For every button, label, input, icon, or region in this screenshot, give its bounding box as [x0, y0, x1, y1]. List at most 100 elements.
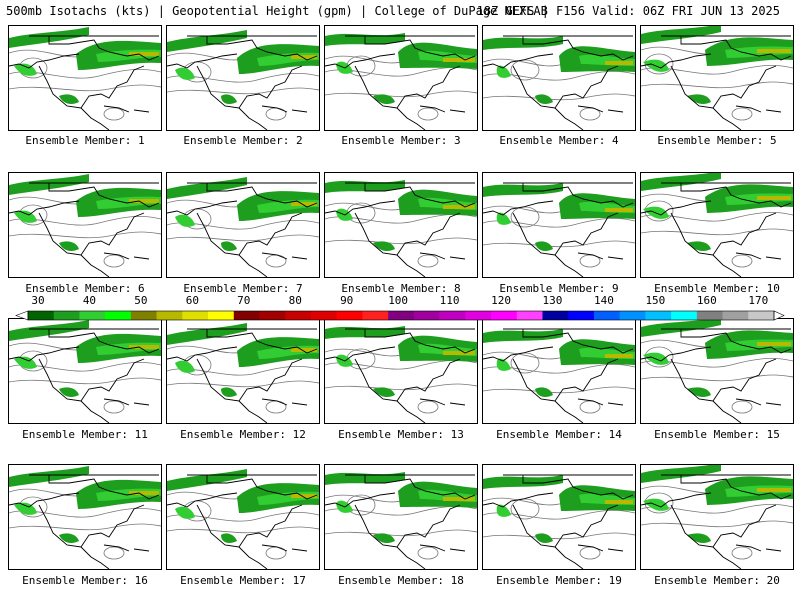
ensemble-member-caption: Ensemble Member: 15 [654, 428, 780, 441]
map-canvas [641, 319, 793, 423]
colorbar-swatch [568, 311, 595, 320]
map-canvas [483, 35, 635, 130]
ensemble-member-caption: Ensemble Member: 4 [499, 134, 619, 147]
colorbar-swatch [491, 311, 518, 320]
coastlines-borders [325, 182, 476, 277]
ensemble-map-panel [166, 464, 320, 570]
jet-streak-fill [167, 30, 319, 104]
colorbar-swatch [105, 311, 132, 320]
colorbar-swatch [645, 311, 672, 320]
colorbar-swatch [28, 311, 55, 320]
colorbar-tick-label: 150 [645, 294, 666, 307]
header-title: 500mb Isotachs (kts) | Geopotential Heig… [6, 4, 548, 18]
coastlines-borders [325, 474, 476, 569]
ensemble-member-caption: Ensemble Member: 18 [338, 574, 464, 587]
colorbar-swatch [516, 311, 543, 320]
coastlines-borders [167, 182, 318, 277]
ensemble-map-panel [324, 172, 478, 278]
ensemble-member-caption: Ensemble Member: 20 [654, 574, 780, 587]
ensemble-map-panel [640, 172, 794, 278]
ensemble-map-panel [324, 464, 478, 570]
ensemble-map-panel [640, 318, 794, 424]
coastlines-borders [167, 474, 318, 569]
map-canvas [167, 30, 319, 130]
colorbar-tick-label: 120 [491, 294, 511, 307]
colorbar-swatch [413, 311, 440, 320]
coastlines-borders [641, 474, 792, 569]
map-canvas [325, 33, 477, 130]
colorbar-tick-label: 110 [439, 294, 460, 307]
colorbar-swatch [722, 311, 749, 320]
map-canvas [167, 469, 319, 569]
map-canvas [641, 173, 793, 277]
map-canvas [9, 320, 161, 423]
map-canvas [641, 465, 793, 569]
chart-header: 500mb Isotachs (kts) | Geopotential Heig… [0, 0, 800, 22]
ensemble-member-caption: Ensemble Member: 10 [654, 282, 780, 295]
ensemble-member-caption: Ensemble Member: 11 [22, 428, 148, 441]
coastlines-borders [641, 328, 792, 423]
coastlines-borders [9, 328, 160, 423]
ensemble-map-panel [482, 25, 636, 131]
colorbar-swatch [336, 311, 363, 320]
ensemble-member-caption: Ensemble Member: 17 [180, 574, 306, 587]
colorbar-tick-label: 40 [82, 294, 97, 307]
jet-streak-fill [641, 173, 793, 251]
coastlines-borders [9, 35, 160, 130]
ensemble-map-panel [8, 318, 162, 424]
colorbar-left-arrow [15, 310, 29, 321]
colorbar-swatch [439, 311, 466, 320]
colorbar-swatch [619, 311, 646, 320]
coastlines-borders [325, 35, 476, 130]
ensemble-member-caption: Ensemble Member: 19 [496, 574, 622, 587]
colorbar-swatch [542, 311, 569, 320]
colorbar-labels: 30 40 50 60 70 80 90 100 110 120 130 140 150 160 170 [14, 295, 786, 309]
ensemble-member-caption: Ensemble Member: 3 [341, 134, 461, 147]
coastlines-borders [483, 474, 634, 569]
coastlines-borders [641, 35, 792, 130]
ensemble-member-caption: Ensemble Member: 1 [25, 134, 145, 147]
colorbar-scale [15, 310, 785, 321]
colorbar-tick-label: 130 [542, 294, 563, 307]
ensemble-map-panel [324, 318, 478, 424]
colorbar-swatch [465, 311, 492, 320]
jet-streak-fill [641, 319, 793, 397]
colorbar-swatch [259, 311, 286, 320]
colorbar-swatch [310, 311, 337, 320]
colorbar-swatch [593, 311, 620, 320]
isotach-colorbar: 30 40 50 60 70 80 90 100 110 120 130 140 150 160 170 [14, 295, 786, 325]
colorbar-swatch [696, 311, 723, 320]
ensemble-member-caption: Ensemble Member: 16 [22, 574, 148, 587]
jet-streak-fill [325, 472, 477, 543]
ensemble-member-caption: Ensemble Member: 12 [180, 428, 306, 441]
colorbar-tick-label: 170 [748, 294, 769, 307]
ensemble-member-caption: Ensemble Member: 9 [499, 282, 619, 295]
ensemble-map-panel [324, 25, 478, 131]
colorbar-swatch [130, 311, 157, 320]
ensemble-map-panel [8, 25, 162, 131]
map-canvas [9, 174, 161, 277]
ensemble-member-caption: Ensemble Member: 6 [25, 282, 145, 295]
ensemble-member-caption: Ensemble Member: 5 [657, 134, 777, 147]
ensemble-map-panel [482, 172, 636, 278]
colorbar-tick-label: 70 [237, 294, 251, 307]
coastlines-borders [9, 182, 160, 277]
colorbar-swatch [79, 311, 106, 320]
map-canvas [9, 466, 161, 569]
colorbar-swatch [388, 311, 415, 320]
coastlines-borders [167, 328, 318, 423]
colorbar-swatch [233, 311, 260, 320]
ensemble-map-panel [482, 318, 636, 424]
coastlines-borders [483, 182, 634, 277]
colorbar-swatch [53, 311, 80, 320]
colorbar-swatch [182, 311, 209, 320]
colorbar-right-arrow [773, 310, 785, 321]
colorbar-tick-label: 30 [31, 294, 45, 307]
ensemble-map-panel [8, 172, 162, 278]
colorbar-swatch [671, 311, 698, 320]
colorbar-tick-label: 50 [134, 294, 148, 307]
map-canvas [9, 27, 161, 130]
coastlines-borders [167, 35, 318, 130]
ensemble-map-panel [640, 25, 794, 131]
colorbar-tick-label: 60 [185, 294, 199, 307]
